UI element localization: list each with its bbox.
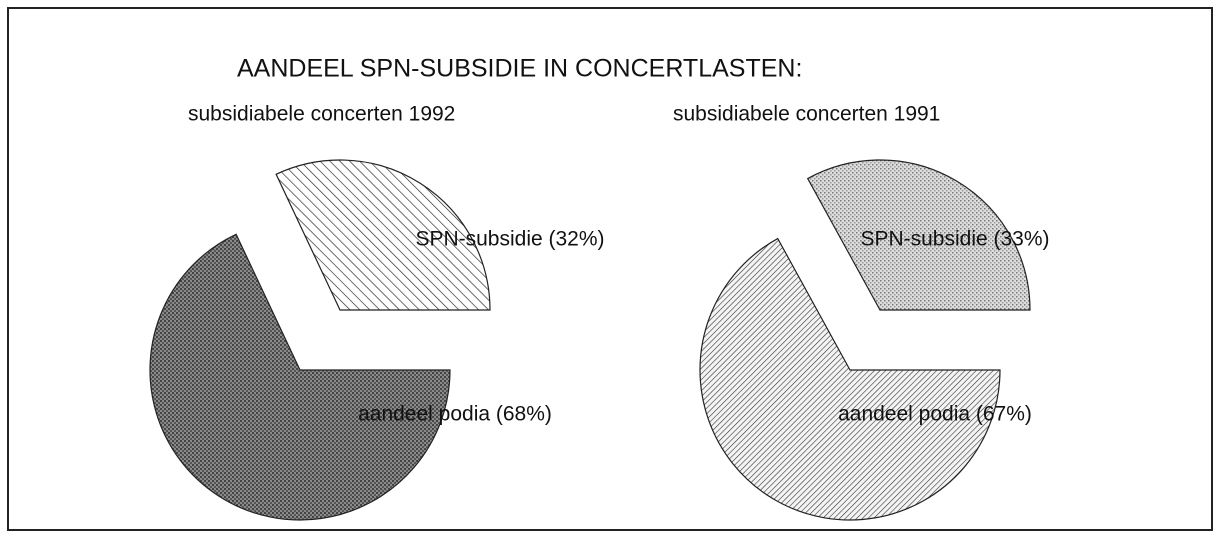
- slice-label: aandeel podia (68%): [358, 403, 552, 426]
- frame: [7, 7, 1213, 531]
- pie-slice: [149, 233, 451, 521]
- chart-title: AANDEEL SPN-SUBSIDIE IN CONCERTLASTEN:: [237, 55, 802, 83]
- slice-label: SPN-subsidie (32%): [415, 228, 604, 251]
- chart-subtitle: subsidiabele concerten 1992: [188, 103, 455, 126]
- slice-label: aandeel podia (67%): [838, 403, 1032, 426]
- pie-slice: [275, 159, 491, 311]
- slice-label: SPN-subsidie (33%): [860, 228, 1049, 251]
- chart-subtitle: subsidiabele concerten 1991: [673, 103, 940, 126]
- pie-slice: [806, 159, 1031, 311]
- pie-slice: [699, 237, 1001, 521]
